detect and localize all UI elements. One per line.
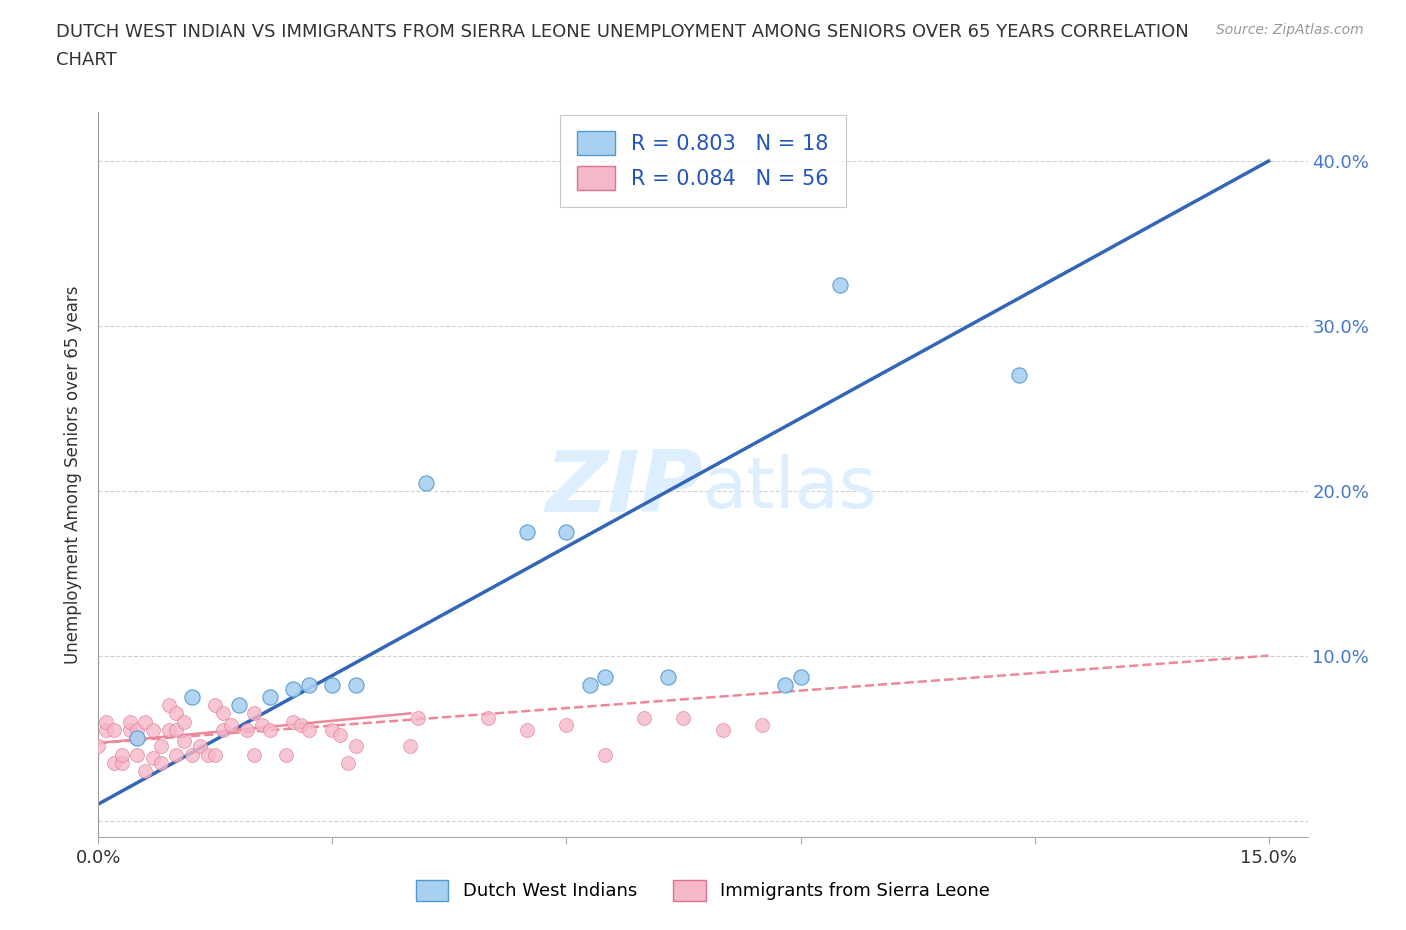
Point [212, 723, 235, 737]
Point [103, 723, 125, 737]
Point [321, 678, 343, 693]
Point [321, 723, 343, 737]
Point [477, 711, 499, 725]
Point [283, 714, 305, 729]
Point [127, 747, 149, 762]
Point [173, 714, 195, 729]
Point [579, 678, 602, 693]
Point [415, 475, 437, 490]
Text: ZIP: ZIP [546, 447, 703, 530]
Point [118, 723, 141, 737]
Text: DUTCH WEST INDIAN VS IMMIGRANTS FROM SIERRA LEONE UNEMPLOYMENT AMONG SENIORS OVE: DUTCH WEST INDIAN VS IMMIGRANTS FROM SIE… [56, 23, 1189, 41]
Point [127, 731, 149, 746]
Point [773, 678, 796, 693]
Point [633, 711, 655, 725]
Point [329, 727, 352, 742]
Point [219, 717, 242, 732]
Text: Source: ZipAtlas.com: Source: ZipAtlas.com [1216, 23, 1364, 37]
Point [235, 723, 257, 737]
Point [212, 706, 235, 721]
Point [149, 755, 172, 770]
Point [181, 747, 204, 762]
Point [204, 747, 226, 762]
Point [142, 751, 165, 765]
Point [516, 525, 538, 539]
Point [111, 747, 134, 762]
Point [1008, 368, 1031, 383]
Point [243, 747, 266, 762]
Point [149, 738, 172, 753]
Text: CHART: CHART [56, 51, 117, 69]
Point [118, 714, 141, 729]
Point [259, 723, 281, 737]
Point [142, 723, 165, 737]
Point [290, 717, 312, 732]
Point [188, 738, 211, 753]
Point [173, 734, 195, 749]
Point [337, 755, 360, 770]
Point [197, 747, 219, 762]
Point [595, 670, 617, 684]
Point [181, 689, 204, 704]
Point [344, 738, 367, 753]
Point [252, 717, 274, 732]
Point [672, 711, 695, 725]
Point [789, 670, 811, 684]
Point [204, 698, 226, 712]
Point [516, 723, 538, 737]
Point [127, 723, 149, 737]
Point [399, 738, 422, 753]
Point [298, 723, 321, 737]
Point [243, 706, 266, 721]
Point [711, 723, 734, 737]
Point [111, 755, 134, 770]
Point [165, 706, 187, 721]
Point [344, 678, 367, 693]
Legend: R = 0.803   N = 18, R = 0.084   N = 56: R = 0.803 N = 18, R = 0.084 N = 56 [561, 114, 845, 206]
Point [157, 723, 180, 737]
Point [657, 670, 679, 684]
Point [298, 678, 321, 693]
Point [228, 698, 250, 712]
Point [283, 681, 305, 696]
Point [87, 738, 110, 753]
Point [828, 277, 851, 292]
Y-axis label: Unemployment Among Seniors over 65 years: Unemployment Among Seniors over 65 years [65, 286, 83, 663]
Point [103, 755, 125, 770]
Text: atlas: atlas [703, 455, 877, 524]
Point [157, 698, 180, 712]
Point [134, 764, 156, 778]
Point [259, 689, 281, 704]
Point [96, 723, 118, 737]
Point [751, 717, 773, 732]
Point [555, 525, 578, 539]
Point [165, 747, 187, 762]
Point [406, 711, 429, 725]
Point [595, 747, 617, 762]
Point [96, 714, 118, 729]
Point [127, 731, 149, 746]
Point [274, 747, 297, 762]
Point [165, 723, 187, 737]
Point [555, 717, 578, 732]
Point [134, 714, 156, 729]
